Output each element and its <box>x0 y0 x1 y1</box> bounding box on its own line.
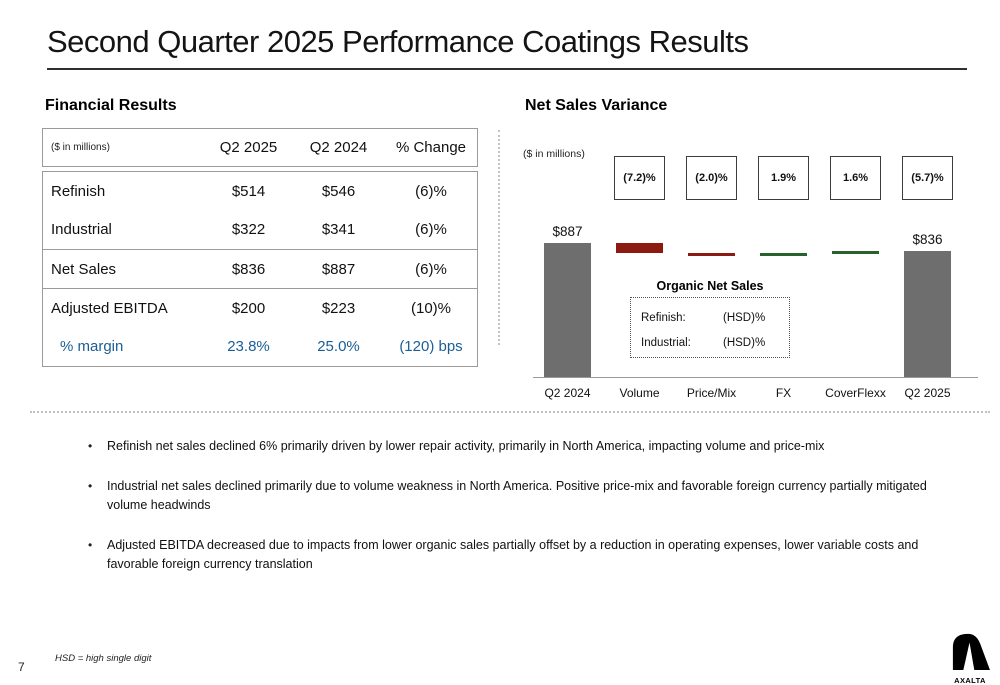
bar-value-q2-2024: $887 <box>552 224 583 239</box>
axalta-logo: AXALTA <box>948 632 992 685</box>
x-axis-label-volume: Volume <box>619 386 660 400</box>
table-unit-label: ($ in millions) <box>51 142 110 153</box>
horizontal-divider <box>30 411 990 413</box>
x-axis-label-fx: FX <box>775 386 792 400</box>
column-header-change: % Change <box>395 139 467 156</box>
title-divider <box>47 68 967 70</box>
column-header-q2-2025: Q2 2025 <box>219 139 278 156</box>
vertical-divider <box>498 130 500 345</box>
waterfall-bar-fx <box>760 252 807 257</box>
x-axis-label-q2-2025: Q2 2025 <box>904 386 951 400</box>
pct-box-coverflexx: 1.6% <box>830 156 881 200</box>
pct-box-price-mix: (2.0)% <box>686 156 737 200</box>
table-body: Refinish $514 $546 (6)% Industrial $322 … <box>42 171 478 367</box>
bullet-industrial: Industrial net sales declined primarily … <box>86 477 932 515</box>
financial-results-heading: Financial Results <box>45 97 177 114</box>
waterfall-bar-q2-2024 <box>544 243 591 378</box>
x-axis-line <box>533 377 978 378</box>
table-row-margin: % margin 23.8% 25.0% (120) bps <box>60 338 463 356</box>
axalta-logo-text: AXALTA <box>954 676 986 685</box>
organic-net-sales-title: Organic Net Sales <box>656 279 764 293</box>
organic-net-sales-box: Refinish: (HSD)% Industrial: (HSD)% <box>630 297 790 358</box>
organic-row-industrial: Industrial: (HSD)% <box>641 336 766 349</box>
financial-results-table: ($ in millions) Q2 2025 Q2 2024 % Change… <box>42 128 478 367</box>
waterfall-bar-q2-2025 <box>904 250 951 378</box>
table-row-industrial: Industrial $322 $341 (6)% <box>43 210 477 250</box>
x-axis-label-q2-2024: Q2 2024 <box>544 386 591 400</box>
waterfall-bar-coverflexx <box>832 250 879 255</box>
axalta-logo-icon <box>952 633 990 670</box>
page-number: 7 <box>18 660 25 674</box>
net-sales-variance-heading: Net Sales Variance <box>525 97 668 114</box>
commentary-list: Refinish net sales declined 6% primarily… <box>86 437 932 595</box>
table-row-refinish: Refinish $514 $546 (6)% <box>51 182 447 200</box>
organic-row-refinish: Refinish: (HSD)% <box>641 311 766 324</box>
pct-box-volume: (7.2)% <box>614 156 665 200</box>
chart-unit-label: ($ in millions) <box>523 148 585 160</box>
bullet-ebitda: Adjusted EBITDA decreased due to impacts… <box>86 536 932 574</box>
pct-box-fx: 1.9% <box>758 156 809 200</box>
x-axis-label-coverflexx: CoverFlexx <box>825 386 886 400</box>
table-row-adjusted-ebitda: Adjusted EBITDA $200 $223 (10)% <box>51 299 451 317</box>
bullet-refinish: Refinish net sales declined 6% primarily… <box>86 437 932 456</box>
bar-value-q2-2025: $836 <box>912 231 943 247</box>
waterfall-bar-volume <box>616 243 663 253</box>
page-title: Second Quarter 2025 Performance Coatings… <box>47 24 749 59</box>
x-axis-label-price-mix: Price/Mix <box>686 386 737 400</box>
column-header-q2-2024: Q2 2024 <box>309 139 368 156</box>
waterfall-bar-price-mix <box>688 252 735 257</box>
table-header-row: ($ in millions) Q2 2025 Q2 2024 % Change <box>42 128 478 167</box>
pct-box-q2-2025: (5.7)% <box>902 156 953 200</box>
footnote: HSD = high single digit <box>55 653 152 664</box>
table-row-net-sales: Net Sales $836 $887 (6)% <box>43 250 477 290</box>
